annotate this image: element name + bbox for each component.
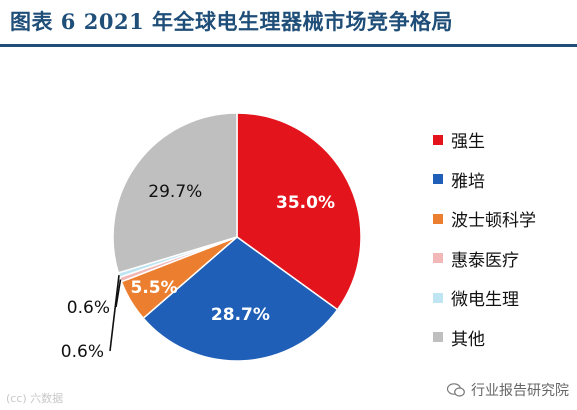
legend-swatch bbox=[433, 213, 443, 224]
wechat-icon bbox=[447, 383, 465, 397]
title-underline bbox=[0, 44, 577, 47]
legend-swatch bbox=[433, 253, 443, 264]
legend-label: 波士顿科学 bbox=[451, 211, 536, 232]
wechat-watermark: 行业报告研究院 bbox=[447, 380, 569, 400]
legend-swatch bbox=[433, 134, 443, 145]
slice-label-1: 28.7% bbox=[211, 305, 270, 325]
pie-slice-1 bbox=[142, 236, 339, 362]
pie-slice-5 bbox=[112, 112, 238, 274]
legend-item-others: 其他 bbox=[433, 318, 536, 358]
chart-legend: 强生 雅培 波士顿科学 惠泰医疗 微电生理 其他 bbox=[433, 120, 536, 357]
legend-label: 惠泰医疗 bbox=[451, 250, 519, 271]
legend-swatch bbox=[433, 332, 443, 343]
wechat-account-name: 行业报告研究院 bbox=[471, 383, 569, 399]
legend-swatch bbox=[433, 292, 443, 303]
legend-label: 微电生理 bbox=[451, 290, 519, 311]
legend-item-microport-ep: 微电生理 bbox=[433, 278, 536, 318]
legend-item-huitai: 惠泰医疗 bbox=[433, 239, 536, 279]
slice-label-3: 0.6% bbox=[67, 298, 110, 318]
leader-line-3 bbox=[115, 279, 122, 308]
slice-label-0: 35.0% bbox=[276, 193, 335, 213]
legend-label: 雅培 bbox=[451, 171, 485, 192]
legend-item-boston-scientific: 波士顿科学 bbox=[433, 199, 536, 239]
slice-label-2: 5.5% bbox=[131, 278, 178, 298]
legend-item-abbott: 雅培 bbox=[433, 160, 536, 200]
leader-line-4 bbox=[109, 275, 120, 352]
legend-label: 强生 bbox=[451, 132, 485, 153]
chart-title: 图表 6 2021 年全球电生理器械市场竞争格局 bbox=[10, 9, 453, 34]
legend-label: 其他 bbox=[451, 329, 485, 350]
legend-item-jnj: 强生 bbox=[433, 120, 536, 160]
legend-swatch bbox=[433, 174, 443, 185]
pie-slice-0 bbox=[236, 112, 362, 311]
source-watermark: (cc) 六数据 bbox=[6, 392, 64, 405]
slice-label-4: 0.6% bbox=[61, 342, 104, 362]
slice-label-5: 29.7% bbox=[148, 182, 202, 202]
